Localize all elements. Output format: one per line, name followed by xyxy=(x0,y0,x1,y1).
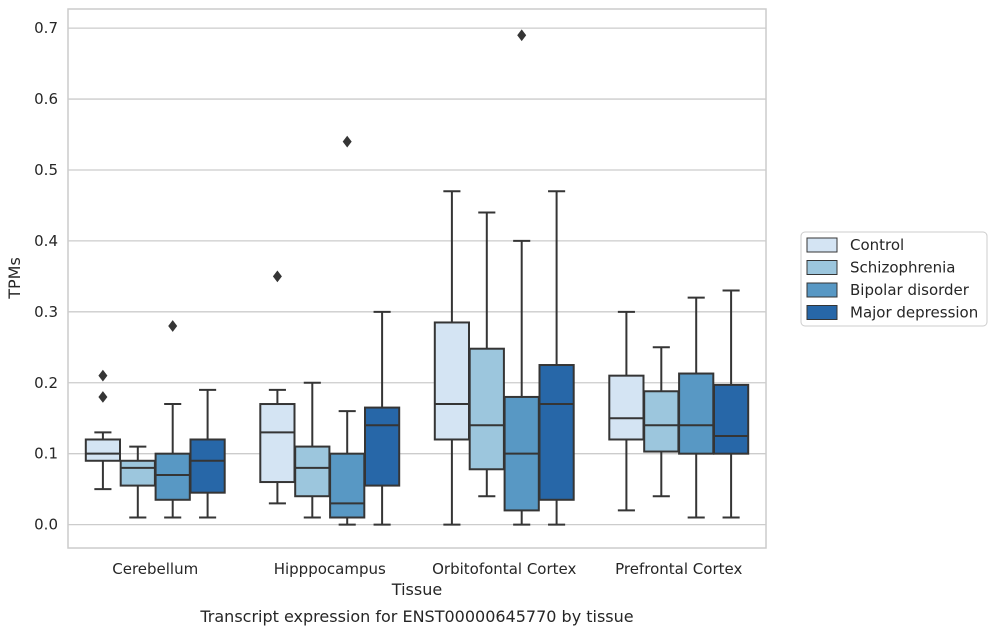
box-iqr xyxy=(119,459,156,487)
y-tick-label: 0.6 xyxy=(34,90,58,108)
legend-frame xyxy=(800,231,988,327)
x-axis-label: Tissue xyxy=(391,580,442,599)
box-schizophrenia xyxy=(294,381,331,519)
outlier-point xyxy=(98,369,108,382)
outlier-point xyxy=(272,270,282,283)
plot-area-frame xyxy=(67,8,767,549)
y-tick-label: 0.0 xyxy=(34,516,58,534)
box-iqr xyxy=(259,403,296,484)
box-major-depression xyxy=(538,190,575,526)
box-bipolar-disorder xyxy=(678,296,715,519)
box-iqr xyxy=(294,445,331,498)
box-schizophrenia xyxy=(468,211,505,498)
box-iqr xyxy=(189,438,226,494)
box-control xyxy=(84,369,122,491)
legend-swatch xyxy=(806,282,838,298)
x-tick-label: Cerebellum xyxy=(112,560,198,578)
box-major-depression xyxy=(712,289,750,519)
box-control xyxy=(608,310,645,512)
box-iqr xyxy=(712,383,750,455)
y-tick-label: 0.5 xyxy=(34,161,58,179)
y-axis-label: TPMs xyxy=(5,257,24,300)
box-iqr xyxy=(363,406,401,487)
x-tick-label: Prefrontal Cortex xyxy=(615,560,742,578)
box-iqr xyxy=(643,390,680,453)
y-tick-label: 0.3 xyxy=(34,303,58,321)
outlier-point xyxy=(517,29,527,42)
boxes xyxy=(84,29,750,526)
box-bipolar-disorder xyxy=(154,320,191,519)
legend: Control Schizophrenia Bipolar disorder Majo… xyxy=(800,231,988,327)
legend-swatch xyxy=(806,260,838,275)
box-iqr xyxy=(468,347,505,471)
legend-label: Major depression xyxy=(850,304,978,322)
box-control xyxy=(259,270,296,505)
legend-label: Schizophrenia xyxy=(850,259,955,277)
y-tick-label: 0.7 xyxy=(34,19,58,37)
x-axis-ticks: Cerebellum Hipppocampus Orbitofontal Corte… xyxy=(112,560,742,578)
box-iqr xyxy=(608,374,645,441)
box-bipolar-disorder xyxy=(329,135,366,526)
x-tick-label: Hipppocampus xyxy=(274,560,386,578)
box-iqr xyxy=(433,321,471,441)
box-iqr xyxy=(84,438,122,462)
box-major-depression xyxy=(189,388,226,519)
y-axis-ticks: 0.0 0.1 0.2 0.3 0.4 0.5 0.6 0.7 xyxy=(34,19,58,533)
legend-label: Control xyxy=(850,236,904,254)
chart-caption: Transcript expression for ENST0000064577… xyxy=(199,607,633,626)
box-schizophrenia xyxy=(119,445,156,519)
legend-label: Bipolar disorder xyxy=(850,281,970,299)
y-tick-label: 0.2 xyxy=(34,374,58,392)
box-iqr xyxy=(154,452,191,501)
legend-swatch xyxy=(806,305,838,320)
box-schizophrenia xyxy=(643,346,680,498)
x-tick-label: Orbitofontal Cortex xyxy=(432,560,576,578)
outlier-point xyxy=(342,135,352,148)
outlier-point xyxy=(98,391,108,403)
outlier-point xyxy=(168,320,178,332)
box-iqr xyxy=(329,452,366,519)
box-iqr xyxy=(538,364,575,501)
box-control xyxy=(433,190,471,526)
box-bipolar-disorder xyxy=(503,29,540,526)
legend-swatch xyxy=(806,237,838,253)
y-tick-label: 0.4 xyxy=(34,232,58,250)
y-tick-label: 0.1 xyxy=(34,445,58,463)
box-major-depression xyxy=(363,310,401,526)
box-iqr xyxy=(678,372,715,455)
